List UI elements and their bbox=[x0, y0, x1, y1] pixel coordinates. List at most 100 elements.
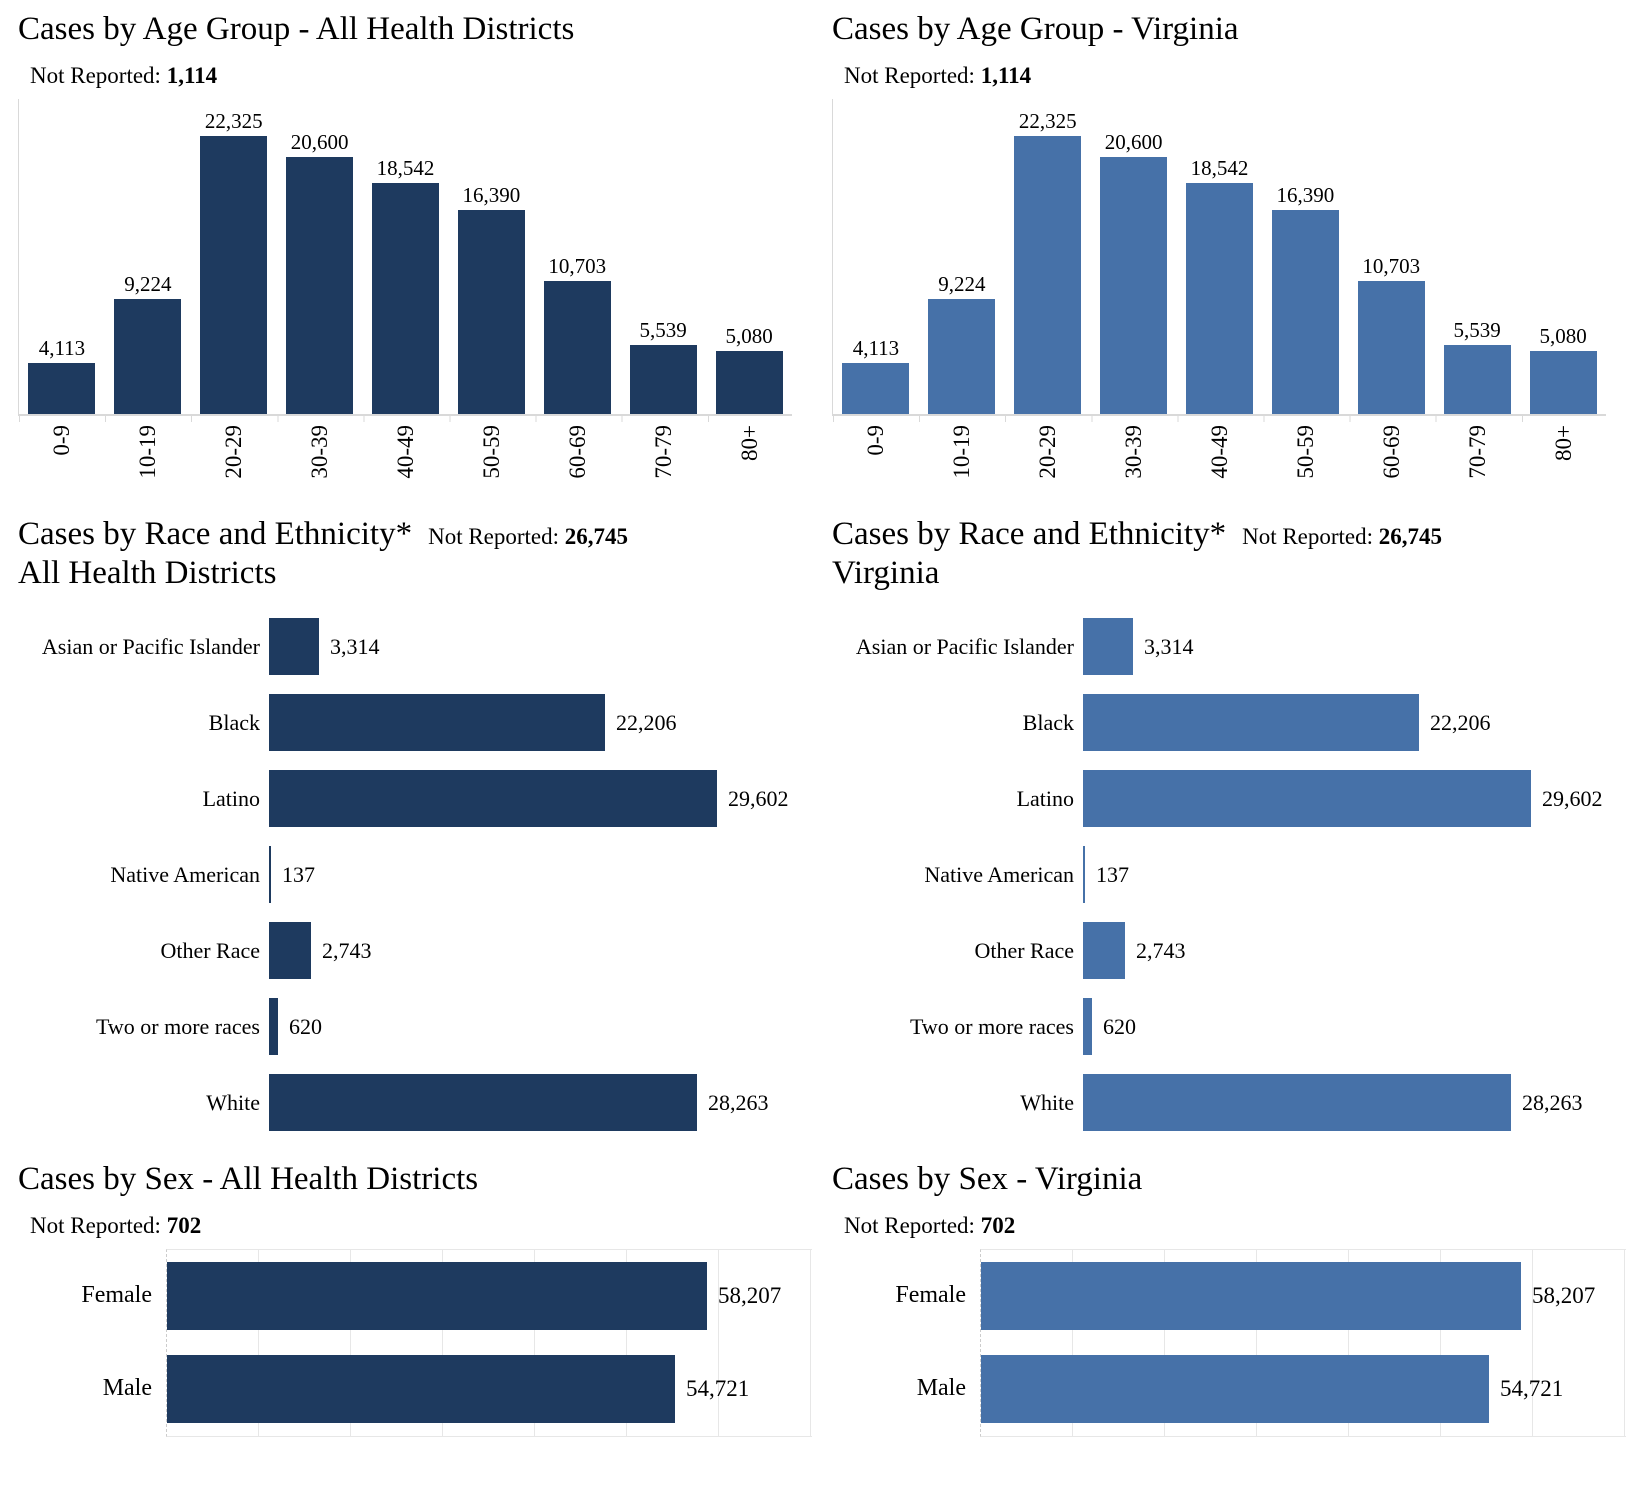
bar[interactable] bbox=[715, 350, 783, 414]
bar-group: 18,542 bbox=[1177, 157, 1263, 414]
bar-group: 5,080 bbox=[1520, 325, 1606, 414]
bar[interactable] bbox=[28, 362, 96, 414]
bar[interactable] bbox=[286, 156, 354, 414]
bar[interactable] bbox=[269, 1074, 697, 1132]
age-chart-plot: 4,113 9,224 22,325 20,600 18,542 16,390 10,703… bbox=[832, 98, 1606, 505]
panel-race-all-districts: Cases by Race and Ethnicity* Not Reporte… bbox=[0, 505, 814, 1150]
category-label: Female bbox=[81, 1281, 152, 1308]
category-label: Latino bbox=[202, 786, 260, 812]
x-axis-tick: 80+ bbox=[1520, 425, 1606, 505]
x-axis-label: 80+ bbox=[736, 424, 762, 461]
not-reported-label: Not Reported: bbox=[844, 1212, 975, 1238]
category-label: Female bbox=[895, 1281, 966, 1308]
category-label: Other Race bbox=[974, 938, 1074, 964]
bar[interactable] bbox=[1271, 209, 1339, 414]
bar[interactable] bbox=[269, 998, 278, 1056]
panel-age-all-districts: Cases by Age Group - All Health District… bbox=[0, 0, 814, 505]
bar[interactable] bbox=[200, 135, 268, 414]
bar-value-label: 5,080 bbox=[725, 323, 773, 348]
not-reported: Not Reported: 1,114 bbox=[30, 63, 792, 89]
not-reported: Not Reported: 26,745 bbox=[1242, 524, 1442, 550]
x-axis-tick: 60-69 bbox=[1348, 425, 1434, 505]
bar-group: 20,600 bbox=[1091, 131, 1177, 414]
x-axis-tick: 60-69 bbox=[534, 425, 620, 505]
bar-value-label: 137 bbox=[282, 861, 315, 887]
not-reported: Not Reported: 702 bbox=[844, 1213, 1606, 1239]
not-reported: Not Reported: 1,114 bbox=[844, 63, 1606, 89]
bar[interactable] bbox=[842, 362, 910, 414]
bar[interactable] bbox=[1083, 998, 1092, 1056]
bar[interactable] bbox=[167, 1355, 675, 1424]
bar[interactable] bbox=[1083, 694, 1419, 752]
bar-value-label: 9,224 bbox=[124, 271, 172, 296]
bar[interactable] bbox=[981, 1262, 1521, 1331]
bar-row: White 28,263 bbox=[18, 1065, 792, 1141]
bar[interactable] bbox=[269, 846, 271, 904]
bar[interactable] bbox=[1083, 922, 1125, 980]
bar[interactable] bbox=[269, 770, 717, 828]
x-axis-label: 0-9 bbox=[862, 424, 888, 456]
x-axis-label: 20-29 bbox=[220, 424, 246, 479]
bar-group: 5,080 bbox=[706, 323, 792, 414]
category-label: Latino bbox=[1016, 786, 1074, 812]
bar[interactable] bbox=[269, 618, 319, 676]
bar-value-label: 4,113 bbox=[38, 335, 86, 360]
bar[interactable] bbox=[1083, 770, 1531, 828]
x-axis-tick: 70-79 bbox=[620, 425, 706, 505]
bar-value-label: 137 bbox=[1096, 861, 1129, 887]
bar-group: 16,390 bbox=[448, 184, 534, 414]
not-reported-label: Not Reported: bbox=[844, 62, 975, 88]
bar[interactable] bbox=[1083, 618, 1133, 676]
bar-value-label: 29,602 bbox=[728, 785, 789, 811]
sex-chart-plot: Female Male 58,207 54,721 bbox=[832, 1248, 1626, 1437]
bar-value-label: 54,721 bbox=[1500, 1376, 1564, 1402]
panel-sex-virginia: Cases by Sex - Virginia Not Reported: 70… bbox=[814, 1150, 1628, 1490]
bar-group: 9,224 bbox=[919, 273, 1005, 414]
bar[interactable] bbox=[1100, 156, 1168, 414]
bar[interactable] bbox=[1083, 846, 1085, 904]
bar[interactable] bbox=[1443, 344, 1511, 414]
bar-value-label: 22,325 bbox=[1018, 108, 1077, 133]
x-axis-tick: 70-79 bbox=[1434, 425, 1520, 505]
bar[interactable] bbox=[1083, 1074, 1511, 1132]
x-axis-tick: 50-59 bbox=[1262, 425, 1348, 505]
bar-row: 54,721 bbox=[981, 1343, 1626, 1436]
x-axis-label: 50-59 bbox=[478, 424, 504, 479]
not-reported-value: 26,745 bbox=[1378, 524, 1443, 549]
bar[interactable] bbox=[1357, 280, 1425, 414]
bar-row: White 28,263 bbox=[832, 1065, 1606, 1141]
bar-value-label: 2,743 bbox=[1136, 937, 1186, 963]
bar-value-label: 20,600 bbox=[290, 129, 349, 154]
bar[interactable] bbox=[372, 182, 439, 414]
bar[interactable] bbox=[543, 280, 611, 414]
bar[interactable] bbox=[269, 694, 605, 752]
y-axis-labels: Female Male bbox=[18, 1249, 166, 1437]
bar-row: Native American 137 bbox=[18, 837, 792, 913]
category-label: Male bbox=[916, 1374, 966, 1401]
bar-value-label: 3,314 bbox=[1144, 633, 1194, 659]
bar[interactable] bbox=[457, 209, 525, 414]
x-axis-tick: 20-29 bbox=[190, 425, 276, 505]
bar[interactable] bbox=[1186, 182, 1253, 414]
bar[interactable] bbox=[928, 298, 996, 414]
bar[interactable] bbox=[167, 1262, 707, 1331]
x-axis-label: 20-29 bbox=[1034, 424, 1060, 479]
bar[interactable] bbox=[269, 922, 311, 980]
bar-row: Native American 137 bbox=[832, 837, 1606, 913]
bar[interactable] bbox=[981, 1355, 1489, 1424]
category-label: Black bbox=[208, 710, 260, 736]
chart-title: Cases by Sex - All Health Districts bbox=[18, 1161, 479, 1197]
bar[interactable] bbox=[114, 298, 182, 414]
bar-value-label: 620 bbox=[289, 1013, 322, 1039]
x-axis-label: 40-49 bbox=[392, 424, 418, 479]
bar-value-label: 2,743 bbox=[322, 937, 372, 963]
bar[interactable] bbox=[629, 344, 697, 414]
category-label: Male bbox=[102, 1374, 152, 1401]
chart-title: Cases by Age Group - All Health District… bbox=[18, 11, 575, 47]
bar[interactable] bbox=[1014, 135, 1082, 414]
bar[interactable] bbox=[1529, 350, 1597, 414]
bar-group: 22,325 bbox=[1005, 108, 1091, 414]
bar-value-label: 10,703 bbox=[1362, 253, 1421, 278]
x-axis-label: 0-9 bbox=[48, 424, 74, 456]
